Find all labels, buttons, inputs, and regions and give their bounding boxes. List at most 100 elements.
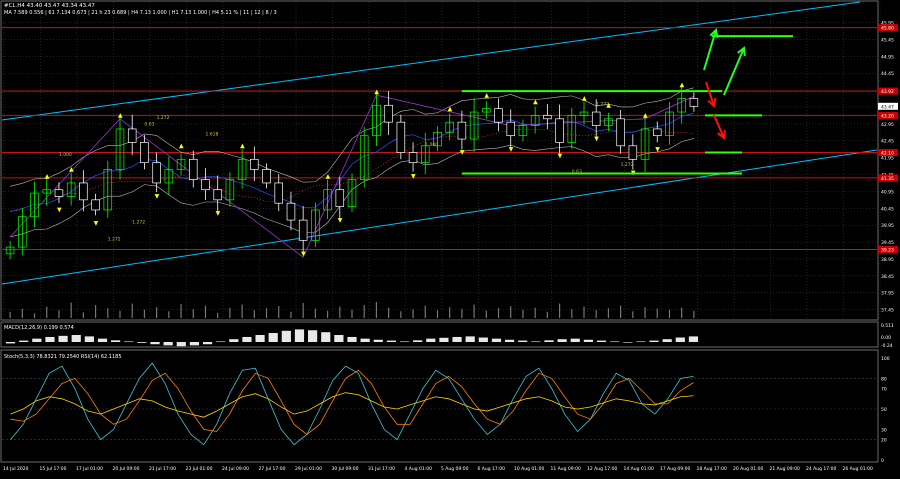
candle-body	[628, 145, 638, 160]
fib-label: 1.272	[621, 162, 634, 168]
macd-bar	[583, 339, 593, 342]
stoch-axis-label: 70	[881, 387, 887, 393]
time-tick-label: 24 Aug 17:00	[806, 466, 836, 472]
fib-label: 1.618	[205, 132, 218, 138]
trend-channel[interactable]	[1, 1, 878, 285]
time-tick-label: 23 Jul 01:00	[186, 466, 213, 472]
arrow-down-2	[713, 114, 725, 139]
candle-body	[543, 115, 552, 120]
macd-bar	[163, 342, 173, 346]
forecast-arrows	[703, 28, 746, 140]
macd-bar	[649, 340, 659, 342]
price-tick-label: 41.95	[881, 156, 894, 162]
candle-body	[250, 158, 259, 170]
candle-body	[237, 158, 247, 180]
fractal-up-marker: ▲	[326, 173, 331, 180]
candle-body	[640, 128, 650, 160]
price-tick-label: 40.45	[881, 206, 894, 212]
candle-body	[591, 111, 601, 126]
volume-bars	[9, 302, 695, 318]
candle-body	[445, 121, 454, 133]
macd-bar	[45, 336, 55, 342]
time-tick-label: 20 Jul 09:00	[113, 466, 140, 472]
fib-label: 1.000	[59, 152, 72, 158]
candle-body	[140, 142, 149, 164]
time-tick-label: 17 Jul 01:00	[76, 466, 103, 472]
candle-body	[567, 115, 577, 143]
candle-body	[359, 135, 369, 180]
time-tick-label: 29 Jul 01:00	[295, 466, 322, 472]
price-tick-label: 42.45	[881, 139, 894, 145]
candle-body	[127, 128, 137, 143]
macd-bar	[504, 339, 515, 342]
time-axis[interactable]: 14 Jul 2020 15 Jul 17:00 17 Jul 01:00 20 Ju…	[3, 466, 873, 472]
candle-body	[274, 182, 283, 204]
macd-bar	[596, 340, 607, 342]
candle-body	[164, 169, 174, 184]
macd-bar	[688, 336, 699, 342]
price-highlight-box	[878, 87, 898, 95]
stoch-axis-label: 80	[881, 376, 887, 382]
fractal-markers: ▲▼▲▼▲▼▲▼▲▼▲▼▲▼▲▼▲▼▲▼▲▼▲▼▲▼▲	[45, 82, 685, 258]
indicator-header: MA 7.589 0.556 | 61 7.134 0.673 | 21 h 2…	[4, 10, 277, 16]
macd-bar	[189, 342, 200, 346]
macd-bar	[202, 342, 213, 345]
candle-body	[347, 179, 357, 207]
fractal-down-marker: ▼	[155, 193, 160, 200]
price-highlight-label: 43.92	[881, 89, 894, 95]
time-tick-label: 11 Aug 09:00	[551, 466, 581, 472]
candle-body	[396, 121, 406, 153]
candle-body	[42, 189, 51, 194]
candle-body	[30, 192, 39, 218]
candle-body	[653, 128, 662, 137]
fractal-down-marker: ▼	[301, 251, 306, 258]
macd-bar	[32, 338, 42, 342]
price-axis[interactable]: 45.9545.4544.9544.4543.9543.4542.9542.45…	[878, 21, 898, 464]
band-upper	[10, 87, 694, 187]
candle-body	[335, 189, 345, 207]
candle-body	[616, 118, 625, 147]
macd-bar	[610, 341, 620, 343]
macd-bar	[137, 342, 147, 343]
macd-bar	[360, 338, 370, 342]
price-tick-label: 39.45	[881, 240, 894, 246]
candle-body	[555, 118, 564, 143]
macd-histogram	[5, 329, 699, 347]
macd-bar	[321, 332, 331, 342]
fib-label: 0.63	[572, 169, 582, 175]
price-tick-label: 45.95	[881, 21, 894, 27]
fractal-down-marker: ▼	[655, 146, 660, 153]
candlesticks[interactable]	[5, 85, 699, 260]
arrow-up-1	[703, 29, 717, 71]
fib-label: 0.63	[144, 122, 154, 128]
candle-body	[225, 179, 235, 201]
macd-bar	[84, 336, 94, 342]
fractal-up-marker: ▲	[45, 173, 50, 180]
macd-bar	[386, 340, 396, 342]
symbol-header: #CL.H4 43.40 43.47 43.34 43.47	[4, 3, 95, 9]
grid-lines	[2, 2, 881, 319]
fractal-down-marker: ▼	[338, 217, 343, 224]
price-tick-label: 37.95	[881, 291, 894, 297]
bollinger-bands	[10, 87, 694, 238]
fractal-up-marker: ▲	[582, 95, 587, 102]
time-tick-label: 17 Aug 09:00	[660, 466, 690, 472]
arrow-up-2-head	[737, 46, 746, 57]
time-tick-label: 21 Aug 09:00	[770, 466, 800, 472]
macd-bar	[518, 340, 528, 342]
macd-panel-border	[0, 321, 879, 348]
time-tick-label: 6 Aug 17:00	[478, 466, 506, 472]
candle-body	[421, 145, 430, 164]
macd-axis-label: 0.511	[881, 323, 894, 329]
price-highlight-box	[878, 245, 898, 253]
candle-body	[152, 162, 161, 184]
macd-bar	[465, 336, 475, 342]
candle-body	[201, 179, 210, 191]
candle-body	[115, 128, 125, 170]
stoch-axis-label: 50	[881, 407, 887, 413]
time-tick-label: 12 Aug 17:00	[587, 466, 617, 472]
fib-label: 1.272	[132, 219, 145, 225]
time-tick-label: 4 Aug 01:00	[405, 466, 433, 472]
